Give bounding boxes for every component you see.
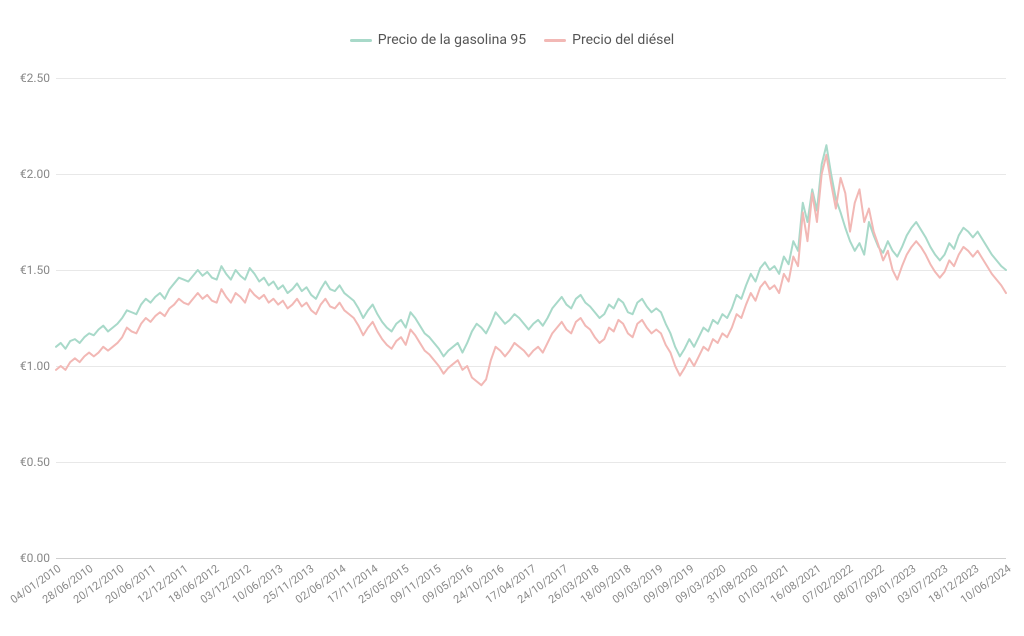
y-axis-label: €1.00 xyxy=(20,359,50,373)
legend-swatch-gasolina xyxy=(350,39,372,42)
legend-label-gasolina: Precio de la gasolina 95 xyxy=(378,32,526,48)
chart-lines-svg xyxy=(56,78,1006,558)
y-axis-label: €2.50 xyxy=(20,71,50,85)
legend-swatch-diesel xyxy=(544,39,566,42)
legend-label-diesel: Precio del diésel xyxy=(572,32,674,48)
series-gasolina-95 xyxy=(56,145,1006,356)
y-axis-label: €0.00 xyxy=(20,551,50,565)
chart-legend: Precio de la gasolina 95 Precio del diés… xyxy=(0,32,1024,48)
legend-item-diesel: Precio del diésel xyxy=(544,32,674,48)
legend-item-gasolina: Precio de la gasolina 95 xyxy=(350,32,526,48)
plot-area: €2.50€2.00€1.50€1.00€0.50€0.00 04/01/201… xyxy=(56,78,1006,558)
fuel-price-chart: Precio de la gasolina 95 Precio del diés… xyxy=(0,0,1024,636)
y-axis-label: €0.50 xyxy=(20,455,50,469)
y-axis-label: €2.00 xyxy=(20,167,50,181)
y-axis-label: €1.50 xyxy=(20,263,50,277)
x-axis-labels: 04/01/201028/06/201020/12/201020/06/2011… xyxy=(56,558,1006,628)
